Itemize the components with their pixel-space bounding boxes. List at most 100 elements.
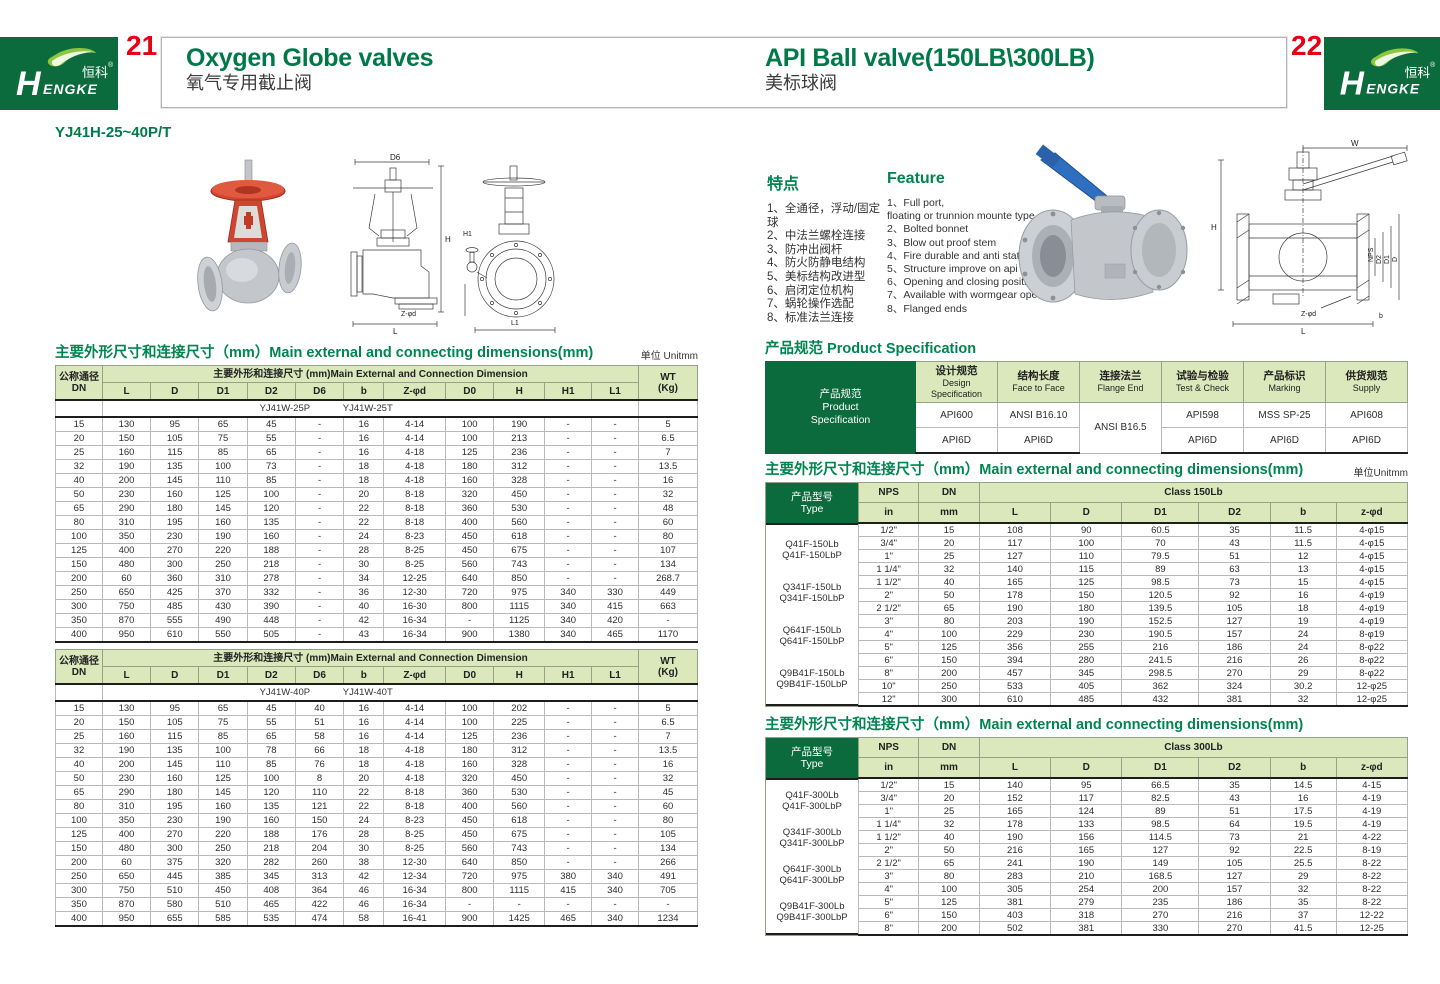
col-header: L1 xyxy=(591,382,639,401)
table-cell: 28 xyxy=(343,543,385,558)
table-cell: 100 xyxy=(246,771,296,786)
table-cell: 900 xyxy=(445,911,495,927)
table-cell: 300 xyxy=(150,557,200,572)
type-group: Q641F-150Lb Q641F-150LbP xyxy=(766,625,858,647)
table-cell: 555 xyxy=(150,613,200,628)
table-cell: 100 xyxy=(918,882,980,896)
table-cell: 115 xyxy=(150,445,200,460)
table-cell: 394 xyxy=(978,653,1052,667)
table-cell: 450 xyxy=(445,543,495,558)
ball-dims-150-body: 1/2" 15 108 90 60.5 35 11.5 4-φ15 3/4" 20 117 100 70… xyxy=(857,522,1409,707)
table-cell: 530 xyxy=(493,501,546,516)
table-cell: 450 xyxy=(445,827,495,842)
table-cell: 25.5 xyxy=(1269,856,1337,870)
table-cell: 22.5 xyxy=(1269,843,1337,857)
table-cell: 330 xyxy=(1121,921,1200,936)
table-cell: 3/4" xyxy=(857,791,920,805)
table-cell: - xyxy=(294,431,345,446)
table-cell: 381 xyxy=(1198,692,1271,707)
section-title: 主要外形尺寸和连接尺寸（mm）Main external and connect… xyxy=(765,458,1303,479)
ball-dims-300-body: 1/2" 15 140 95 66.5 35 14.5 4-15 3/4" 20 152 117 82.… xyxy=(857,777,1409,936)
table-cell: 225 xyxy=(493,715,546,730)
table-cell: 16 xyxy=(1269,791,1337,805)
table-cell: 4-14 xyxy=(383,700,447,716)
table-cell: - xyxy=(294,473,345,488)
table-cell: 24 xyxy=(1269,640,1337,654)
feature-item: 2、中法兰螺栓连接 xyxy=(767,230,866,243)
table-cell: 408 xyxy=(246,883,296,898)
type-label: Q341F-300Lb xyxy=(782,827,842,839)
type-group: Q9B41F-150Lb Q9B41F-150LbP xyxy=(766,668,858,690)
table-cell: 195 xyxy=(150,799,200,814)
table-cell: 65 xyxy=(918,601,980,615)
table-cell: - xyxy=(591,827,639,842)
type-label: Q641F-300LbP xyxy=(779,874,845,886)
table-cell: - xyxy=(544,529,593,544)
table-cell: 535 xyxy=(246,911,296,927)
table-cell: 190 xyxy=(978,830,1052,844)
table-cell: 157 xyxy=(1198,882,1271,896)
dim-label-zd: Z-φd xyxy=(1301,311,1316,318)
table-cell: - xyxy=(638,897,698,912)
table-cell: 12-22 xyxy=(1335,908,1409,922)
globe-valve-drawing-front: H1 L1 xyxy=(463,165,556,333)
table-row: 6" 150 394 280 241.5 216 26 8-φ22 xyxy=(857,653,1409,667)
table-cell: 6.5 xyxy=(638,715,698,730)
table-cell: 220 xyxy=(198,827,248,842)
type-label: Q9B41F-300LbP xyxy=(776,911,848,923)
table-cell: 98.5 xyxy=(1121,575,1200,589)
table-cell: 241 xyxy=(978,856,1052,870)
model-sub-row: YJ41W-40P YJ41W-40T xyxy=(55,683,698,702)
table-row: 100 350 230 190 160-24 8-23 450 618- -80 xyxy=(55,529,698,544)
table-cell: 133 xyxy=(1050,817,1123,831)
table-cell: 16-41 xyxy=(383,911,447,927)
table-row: 1 1/2" 40 190 156 114.5 73 21 4-22 xyxy=(857,830,1409,844)
table-cell: - xyxy=(544,416,593,432)
table-cell: 400 xyxy=(55,627,103,643)
table-cell: 85 xyxy=(246,757,296,772)
table-cell: 65 xyxy=(55,785,103,800)
table-cell: 1/2" xyxy=(857,522,920,537)
table-cell: - xyxy=(544,799,593,814)
table-cell: 32 xyxy=(638,771,698,786)
table-cell: 14.5 xyxy=(1269,777,1337,792)
table-cell: 82.5 xyxy=(1121,791,1200,805)
table-cell: 152 xyxy=(978,791,1052,805)
col-header: D1 xyxy=(1121,502,1200,524)
col-header-dn: 公称通径 DN xyxy=(55,365,103,401)
table-cell: 560 xyxy=(445,841,495,856)
table-cell: 200 xyxy=(918,666,980,680)
page-title-left-en: Oxygen Globe valves xyxy=(186,44,434,72)
spec-header-zh: 供货规范 xyxy=(1345,370,1388,382)
dim-label-b: b xyxy=(1379,313,1383,320)
table-cell: 900 xyxy=(445,627,495,643)
table-cell: 135 xyxy=(150,743,200,758)
col-header: D xyxy=(1050,757,1123,779)
table-cell: 360 xyxy=(445,785,495,800)
table-cell: 79.5 xyxy=(1121,549,1200,563)
table-cell: 188 xyxy=(246,543,296,558)
table-cell: - xyxy=(544,771,593,786)
table-cell: 100 xyxy=(246,487,296,502)
left-title-group: Oxygen Globe valves 氧气专用截止阀 xyxy=(186,44,434,95)
table-cell: 229 xyxy=(978,627,1052,641)
table-cell: 190.5 xyxy=(1121,627,1200,641)
table-row: 15 130 95 65 45 40 16 4-14 100 202- -5 xyxy=(55,700,698,716)
table-cell: 38 xyxy=(343,855,385,870)
globe-valve-drawing-side: D6 H L Z-φd xyxy=(350,154,451,336)
table-row: 300 750 510 450 408 364 46 16-34 800 1115 415 340 70… xyxy=(55,883,698,898)
table-cell: 117 xyxy=(978,536,1052,550)
col-header: D2 xyxy=(246,382,296,401)
col-header: L xyxy=(978,502,1052,524)
table-cell: 6" xyxy=(857,653,920,667)
table-row: 350 870 580 510 465 422 46 16-34- - - - - xyxy=(55,897,698,912)
table-cell: 250 xyxy=(918,679,980,693)
feature-item: 2、Bolted bonnet xyxy=(887,223,969,236)
table-cell: ANSI B16.10 xyxy=(997,402,1080,428)
section-title: 主要外形尺寸和连接尺寸（mm）Main external and connect… xyxy=(55,341,593,362)
table-cell: 120.5 xyxy=(1121,588,1200,602)
table-cell: 145 xyxy=(198,501,248,516)
col-header-in: in xyxy=(857,757,920,779)
logo-chinese: 恒科 xyxy=(1405,65,1431,80)
table-cell: 80 xyxy=(918,869,980,883)
